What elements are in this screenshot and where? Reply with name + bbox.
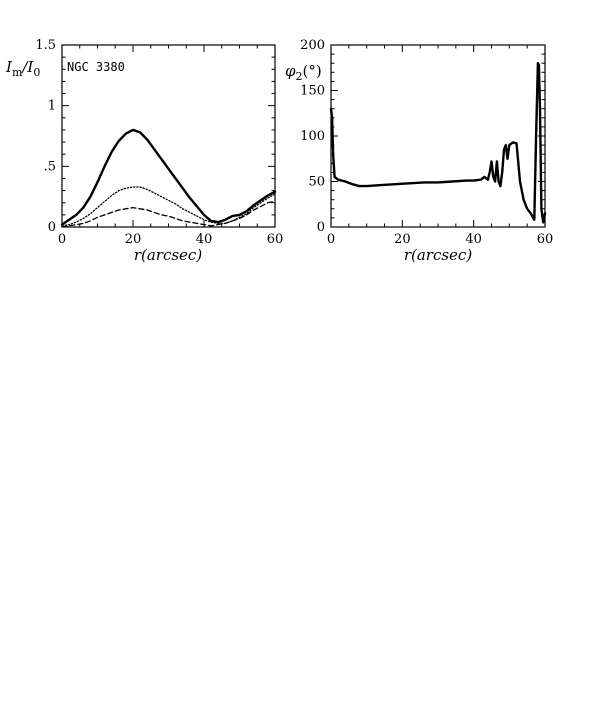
right-y-label-sub: 2 bbox=[296, 70, 303, 83]
right-series bbox=[329, 62, 547, 224]
left-y-tick-label: 1 bbox=[48, 99, 56, 114]
left-x-tick-label: 0 bbox=[58, 232, 66, 247]
right-series-solid-thick bbox=[329, 62, 547, 224]
left-x-tick-label: 40 bbox=[196, 232, 213, 247]
left-x-tick-label: 20 bbox=[125, 232, 142, 247]
left-y-label-slash: /I bbox=[20, 58, 34, 76]
right-x-tick-label: 20 bbox=[394, 232, 411, 247]
left-y-tick-label: .5 bbox=[44, 159, 56, 174]
right-y-label-phi: φ bbox=[285, 62, 296, 80]
right-x-tick-label: 0 bbox=[327, 232, 335, 247]
left-y-axis-label: Im/I0 bbox=[5, 58, 40, 79]
galaxy-annotation: NGC 3380 bbox=[67, 60, 125, 74]
right-y-label-unit: (°) bbox=[303, 62, 322, 80]
right-y-tick-label: 0 bbox=[317, 220, 325, 235]
left-x-axis-label: r(arcsec) bbox=[134, 246, 203, 264]
right-y-tick-label: 100 bbox=[300, 129, 325, 144]
left-x-axis-label-text: r(arcsec) bbox=[134, 246, 203, 264]
left-series-dashed bbox=[61, 200, 276, 228]
right-x-tick-label: 40 bbox=[465, 232, 482, 247]
right-y-tick-label: 150 bbox=[300, 84, 325, 99]
left-y-label-sub: 0 bbox=[33, 66, 40, 79]
left-panel: 0 20 40 600.511.5 NGC 3380 r(arcsec) Im/I0 bbox=[5, 38, 283, 264]
right-x-axis-label: r(arcsec) bbox=[404, 246, 473, 264]
left-x-tick-label: 60 bbox=[267, 232, 284, 247]
right-y-tick-label: 200 bbox=[300, 38, 325, 53]
right-y-tick-label: 50 bbox=[308, 175, 325, 190]
right-ticks: 0 20 40 60 0 50 100 150 200 bbox=[300, 38, 553, 247]
right-x-tick-label: 60 bbox=[537, 232, 554, 247]
right-panel: 0 20 40 60 0 50 100 150 200 r(arcsec) φ2(°) bbox=[285, 38, 553, 264]
left-ticks: 0 20 40 60 0 .5 1 1.5 bbox=[35, 38, 283, 247]
left-y-tick-label: 1.5 bbox=[35, 38, 56, 53]
figure: 0 20 40 600.511.5 NGC 3380 r(arcsec) Im/I0 … bbox=[5, 38, 553, 264]
right-y-axis-label: φ2(°) bbox=[285, 62, 322, 83]
right-x-axis-label-text: r(arcsec) bbox=[404, 246, 473, 264]
left-y-label-part: I bbox=[5, 58, 13, 76]
left-y-label-sub: m bbox=[12, 66, 23, 79]
left-series-dotted bbox=[61, 186, 276, 227]
left-series-solid-thick bbox=[60, 128, 277, 226]
right-plot-frame bbox=[330, 44, 546, 228]
left-series bbox=[60, 128, 277, 228]
left-y-tick-label: 0 bbox=[48, 220, 56, 235]
